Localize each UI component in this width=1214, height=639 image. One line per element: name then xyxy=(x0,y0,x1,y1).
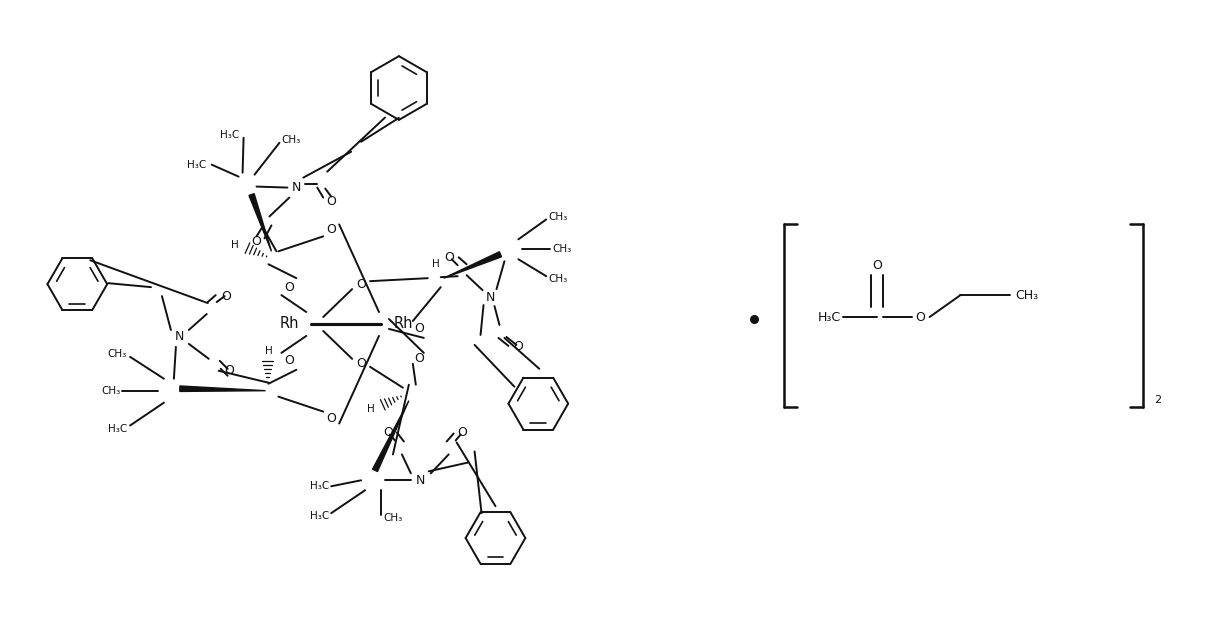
Text: N: N xyxy=(291,181,301,194)
Text: O: O xyxy=(384,426,393,439)
Text: CH₃: CH₃ xyxy=(549,274,567,284)
Polygon shape xyxy=(373,401,409,472)
Text: O: O xyxy=(356,357,365,371)
Text: O: O xyxy=(284,281,294,294)
Text: H: H xyxy=(265,346,272,356)
Text: O: O xyxy=(458,426,467,439)
Text: CH₃: CH₃ xyxy=(101,386,120,396)
Text: CH₃: CH₃ xyxy=(382,513,402,523)
Polygon shape xyxy=(180,386,266,392)
Text: O: O xyxy=(356,278,365,291)
Text: H₃C: H₃C xyxy=(818,311,841,323)
Text: O: O xyxy=(327,412,336,425)
Text: N: N xyxy=(486,291,495,304)
Text: H₃C: H₃C xyxy=(108,424,127,433)
Text: H₃C: H₃C xyxy=(310,481,329,491)
Text: O: O xyxy=(414,352,424,366)
Text: O: O xyxy=(514,341,523,353)
Text: O: O xyxy=(444,250,454,264)
Text: N: N xyxy=(175,330,185,343)
Text: O: O xyxy=(225,364,234,377)
Text: N: N xyxy=(416,473,425,487)
Text: O: O xyxy=(251,235,261,248)
Text: CH₃: CH₃ xyxy=(108,349,127,359)
Text: CH₃: CH₃ xyxy=(552,244,572,254)
Text: Rh: Rh xyxy=(393,316,413,332)
Text: O: O xyxy=(872,259,881,272)
Text: H₃C: H₃C xyxy=(187,160,206,170)
Text: O: O xyxy=(414,323,424,335)
Text: O: O xyxy=(915,311,925,323)
Polygon shape xyxy=(249,194,272,251)
Text: H: H xyxy=(432,259,439,269)
Text: CH₃: CH₃ xyxy=(1015,289,1038,302)
Text: H: H xyxy=(368,404,375,413)
Text: CH₃: CH₃ xyxy=(549,212,567,222)
Text: O: O xyxy=(327,223,336,236)
Text: H₃C: H₃C xyxy=(221,130,239,140)
Text: CH₃: CH₃ xyxy=(282,135,301,145)
Text: O: O xyxy=(284,354,294,367)
Text: Rh: Rh xyxy=(279,316,299,332)
Text: H₃C: H₃C xyxy=(310,511,329,521)
Text: H: H xyxy=(231,240,239,250)
Text: O: O xyxy=(222,289,232,303)
Text: 2: 2 xyxy=(1155,395,1162,404)
Text: O: O xyxy=(327,195,336,208)
Polygon shape xyxy=(443,252,501,278)
